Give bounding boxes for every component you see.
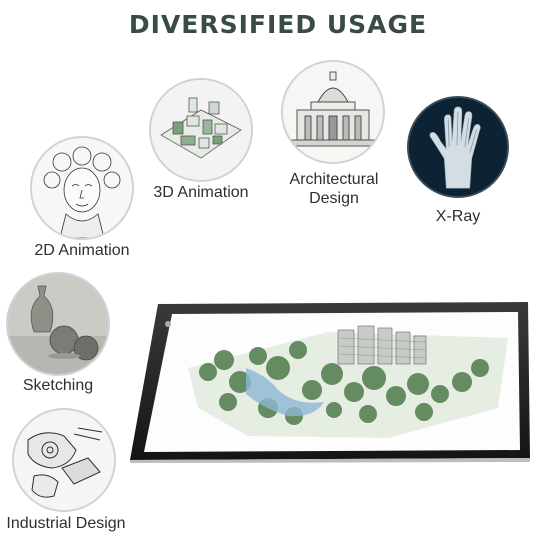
mechanical-sketch-icon: [12, 408, 116, 512]
label-industrial-design: Industrial Design: [6, 515, 126, 532]
label-2d-animation: 2D Animation: [34, 242, 130, 259]
still-life-vase-icon: [6, 272, 110, 376]
label-architectural-line1: Architectural: [289, 171, 379, 188]
domed-building-icon: [281, 60, 385, 164]
label-3d-animation: 3D Animation: [153, 184, 249, 201]
hand-xray-icon: [407, 96, 509, 198]
light-pad-tablet-icon: [128, 298, 532, 463]
label-xray: X-Ray: [435, 208, 481, 225]
label-sketching: Sketching: [22, 377, 94, 394]
sketched-face-icon: [30, 136, 134, 240]
page-title: DIVERSIFIED USAGE: [128, 10, 428, 39]
label-architectural-design: Architectural Design: [272, 170, 396, 208]
city-model-icon: [149, 78, 253, 182]
label-architectural-line2: Design: [309, 190, 359, 207]
